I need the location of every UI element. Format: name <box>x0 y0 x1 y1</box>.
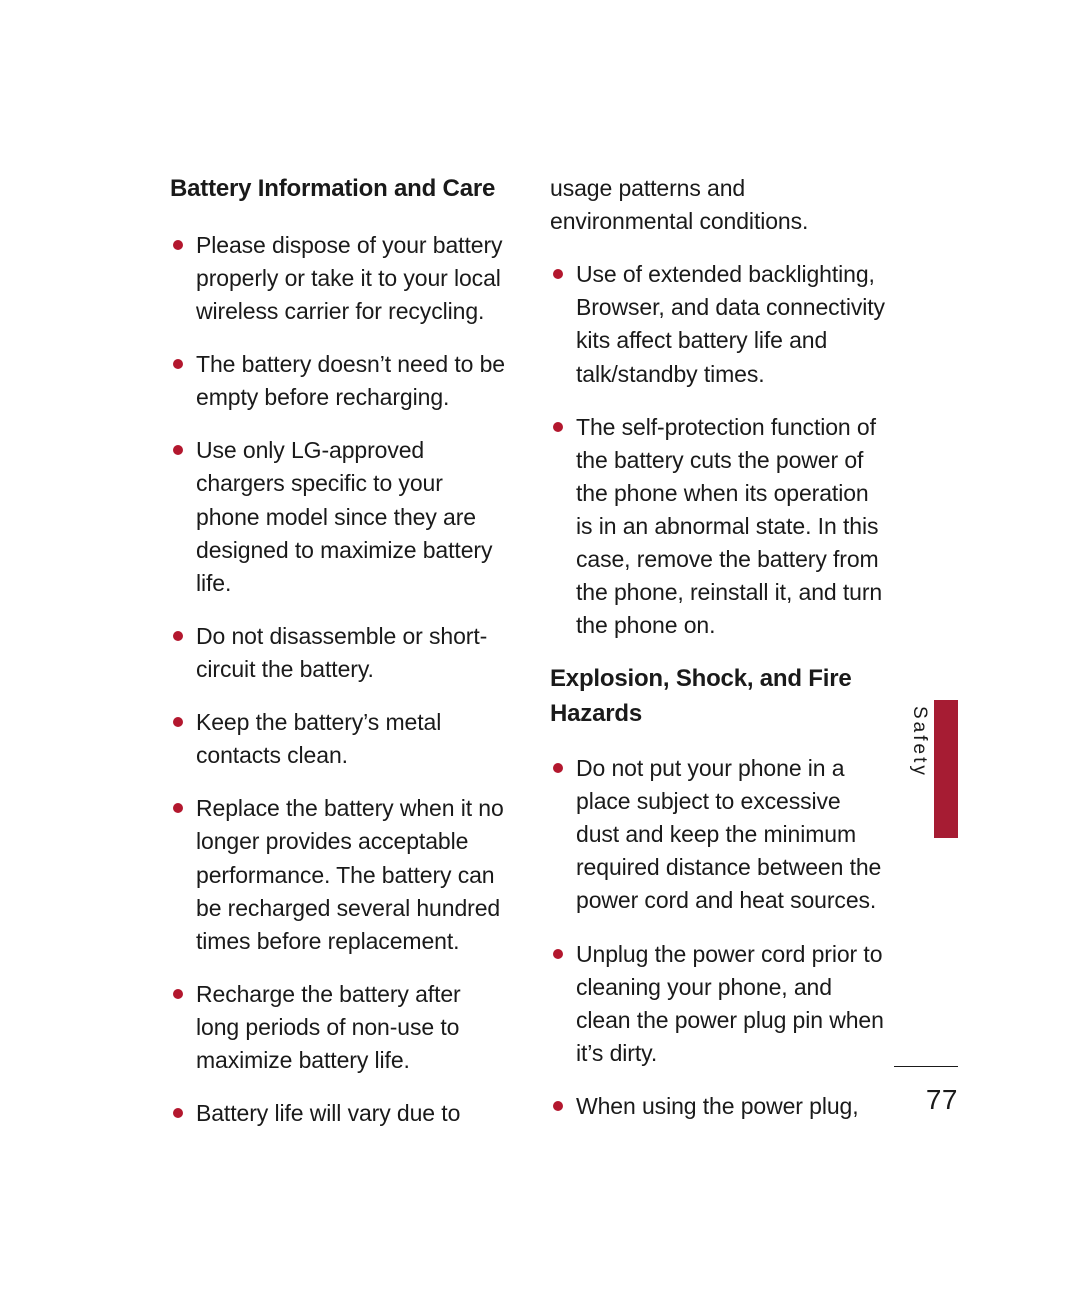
list-item: The self-protection function of the batt… <box>550 411 888 643</box>
list-item: Use only LG-approved chargers specific t… <box>170 434 508 600</box>
side-divider <box>894 1066 958 1067</box>
heading-explosion-hazards: Explosion, Shock, and Fire Hazards <box>550 662 888 732</box>
continuation-text: usage patterns and environmental conditi… <box>550 172 888 238</box>
list-item: Do not disassemble or short-circuit the … <box>170 620 508 686</box>
list-item: Do not put your phone in a place subject… <box>550 752 888 918</box>
list-item: Recharge the battery after long periods … <box>170 978 508 1077</box>
section-tab <box>934 700 958 838</box>
list-item: Replace the battery when it no longer pr… <box>170 792 508 958</box>
list-item: Battery life will vary due to <box>170 1097 508 1130</box>
right-column: usage patterns and environmental conditi… <box>550 172 888 1150</box>
list-item: Unplug the power cord prior to cleaning … <box>550 938 888 1070</box>
section-label: Safety <box>908 706 930 778</box>
list-item: Please dispose of your battery properly … <box>170 229 508 328</box>
left-bullet-list: Please dispose of your battery properly … <box>170 229 508 1131</box>
page-content: Battery Information and Care Please disp… <box>170 172 890 1150</box>
list-item: Use of extended backlighting, Browser, a… <box>550 258 888 390</box>
right-bullet-list-bottom: Do not put your phone in a place subject… <box>550 752 888 1123</box>
list-item: When using the power plug, <box>550 1090 888 1123</box>
right-bullet-list-top: Use of extended backlighting, Browser, a… <box>550 258 888 642</box>
list-item: Keep the battery’s metal contacts clean. <box>170 706 508 772</box>
list-item: The battery doesn’t need to be empty bef… <box>170 348 508 414</box>
page-number: 77 <box>926 1084 958 1116</box>
left-column: Battery Information and Care Please disp… <box>170 172 508 1150</box>
heading-battery-info: Battery Information and Care <box>170 172 508 207</box>
